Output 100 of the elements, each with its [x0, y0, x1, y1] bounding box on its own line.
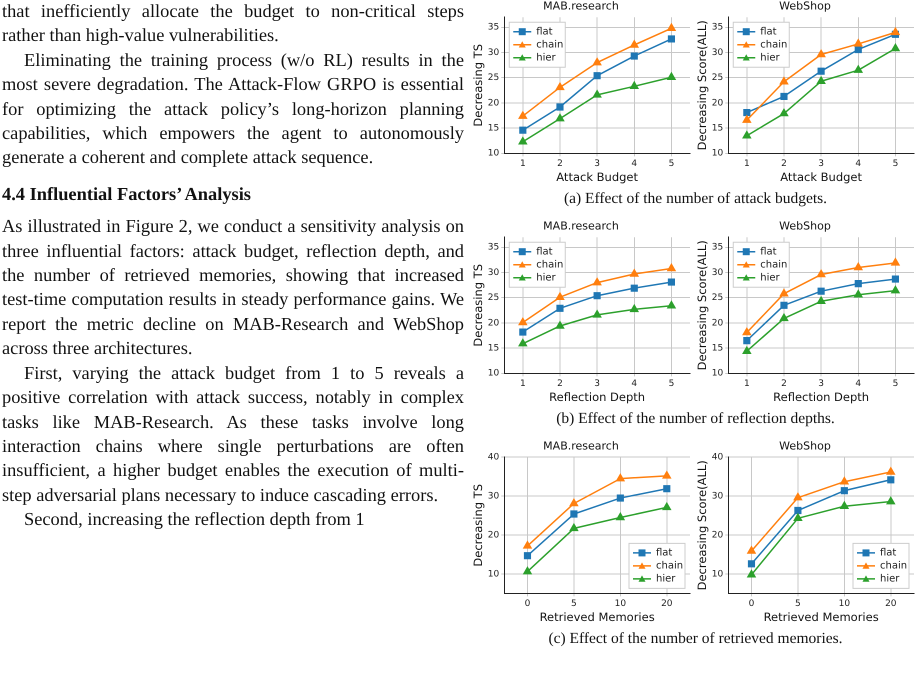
x-tick-label: 10	[838, 599, 850, 610]
y-tick-label: 15	[712, 344, 724, 354]
text: Eliminating the training process (w/o RL) results in the most severe degradation. The Attack-Flow GRPO is essential for optimizing the attack policy’s long-horizon planning capabilities, which empowers the agent to autonomously generate a coherent and complete attack sequence.	[2, 48, 464, 170]
y-tick-label: 30	[712, 491, 724, 502]
y-tick-label: 15	[488, 344, 500, 354]
x-tick-label: 3	[594, 379, 600, 390]
y-tick-label: 30	[712, 48, 724, 58]
legend-label: hier	[880, 573, 900, 584]
legend-label: flat	[880, 547, 896, 558]
y-tick-label: 20	[712, 530, 724, 540]
x-tick-label: 4	[631, 159, 638, 170]
y-tick-label: 25	[712, 73, 724, 84]
chart-title: WebShop	[779, 219, 831, 232]
y-tick-label: 30	[488, 491, 500, 502]
y-tick-label: 15	[712, 124, 724, 134]
x-axis-title: Reflection Depth	[773, 390, 870, 404]
chart-title: MAB.research	[543, 439, 619, 452]
x-tick-label: 20	[661, 599, 673, 610]
x-tick-label: 3	[818, 379, 824, 390]
y-tick-label: 10	[712, 569, 724, 580]
legend-label: hier	[536, 52, 557, 64]
text: (a) Effect of the number of attack budgets.	[562, 190, 828, 208]
y-tick-label: 30	[488, 268, 500, 278]
y-tick-label: 10	[712, 368, 724, 379]
legend-label: chain	[880, 560, 908, 572]
chart-title: MAB.research	[543, 219, 619, 232]
y-axis-title: Decreasing TS	[470, 484, 485, 567]
x-tick-label: 0	[524, 599, 531, 610]
y-tick-label: 35	[488, 242, 500, 253]
y-tick-label: 35	[488, 22, 500, 33]
x-tick-label: 2	[557, 159, 563, 170]
y-tick-label: 35	[712, 242, 724, 253]
y-tick-label: 25	[488, 293, 500, 304]
x-tick-label: 3	[818, 159, 824, 170]
legend-label: flat	[536, 246, 553, 258]
x-tick-label: 2	[781, 159, 787, 170]
y-tick-label: 10	[488, 569, 500, 580]
chart-title: MAB.research	[543, 0, 619, 12]
x-tick-label: 5	[668, 379, 674, 390]
x-axis-title: Attack Budget	[556, 170, 638, 184]
y-tick-label: 20	[488, 318, 500, 328]
x-axis-title: Retrieved Memories	[540, 610, 655, 624]
x-tick-label: 10	[614, 599, 626, 610]
legend-label: chain	[760, 259, 788, 270]
y-axis-title: Decreasing TS	[470, 44, 485, 127]
x-tick-label: 4	[855, 159, 862, 170]
x-tick-label: 5	[892, 379, 898, 390]
x-tick-label: 20	[885, 599, 897, 610]
y-tick-label: 30	[488, 48, 500, 58]
x-tick-label: 1	[520, 379, 526, 390]
y-tick-label: 20	[488, 98, 500, 108]
y-tick-label: 30	[712, 268, 724, 278]
legend-label: chain	[536, 259, 564, 270]
y-axis-title: Decreasing Score(ALL)	[694, 20, 709, 150]
x-tick-label: 1	[744, 159, 750, 170]
x-tick-label: 2	[781, 379, 787, 390]
text: Second, increasing the reflection depth from 1	[23, 508, 366, 532]
text: (b) Effect of the number of reflection depths.	[555, 410, 836, 428]
legend-label: flat	[760, 246, 777, 258]
y-tick-label: 20	[712, 318, 724, 328]
legend-label: hier	[536, 272, 557, 284]
legend-label: chain	[536, 39, 564, 50]
y-tick-label: 35	[712, 22, 724, 33]
x-tick-label: 1	[744, 379, 750, 390]
legend-label: hier	[760, 52, 781, 64]
y-tick-label: 10	[488, 148, 500, 159]
y-tick-label: 20	[712, 98, 724, 108]
y-tick-label: 25	[712, 293, 724, 304]
x-tick-label: 5	[668, 159, 674, 170]
y-tick-label: 10	[712, 148, 724, 159]
legend-label: flat	[536, 26, 553, 38]
x-tick-label: 5	[571, 599, 577, 610]
y-tick-label: 40	[488, 452, 500, 463]
y-tick-label: 25	[488, 73, 500, 84]
x-axis-title: Reflection Depth	[549, 390, 646, 404]
chart-title: WebShop	[779, 0, 831, 12]
x-tick-label: 3	[594, 159, 600, 170]
text: 4.4 Influential Factors’ Analysis	[2, 182, 252, 206]
x-tick-label: 5	[795, 599, 801, 610]
chart-title: WebShop	[779, 439, 831, 452]
x-tick-label: 2	[557, 379, 563, 390]
y-axis-title: Decreasing Score(ALL)	[694, 460, 709, 590]
text: First, varying the attack budget from 1 to 5 reveals a positive correlation with attack success, notably in complex tasks like MAB-Research. As these tasks involve long interaction chains where single perturbations are often insufficient, a higher budget enables the execution of multi-step adversarial plans necessary to induce cascading errors.	[2, 362, 464, 507]
legend-label: hier	[760, 272, 781, 284]
x-tick-label: 5	[892, 159, 898, 170]
x-axis-title: Attack Budget	[780, 170, 862, 184]
y-tick-label: 40	[712, 452, 724, 463]
y-tick-label: 20	[488, 530, 500, 540]
text: that inefficiently allocate the budget to non-critical steps rather than high-value vulnerabilities.	[2, 0, 464, 48]
x-tick-label: 4	[631, 379, 638, 390]
y-tick-label: 15	[488, 124, 500, 134]
y-tick-label: 10	[488, 368, 500, 379]
x-tick-label: 4	[855, 379, 862, 390]
legend-label: flat	[656, 547, 672, 558]
text: (c) Effect of the number of retrieved memories.	[547, 630, 844, 648]
y-axis-title: Decreasing Score(ALL)	[694, 240, 709, 370]
x-tick-label: 0	[748, 599, 755, 610]
text: As illustrated in Figure 2, we conduct a sensitivity analysis on three influential factors: attack budget, reflection depth, and the number of retrieved memories, showing that increased test-time computation results in steady performance gains. We report the metric decline on MAB-Research and WebShop across three architectures.	[2, 215, 464, 360]
x-tick-label: 1	[520, 159, 526, 170]
legend-label: flat	[760, 26, 777, 38]
